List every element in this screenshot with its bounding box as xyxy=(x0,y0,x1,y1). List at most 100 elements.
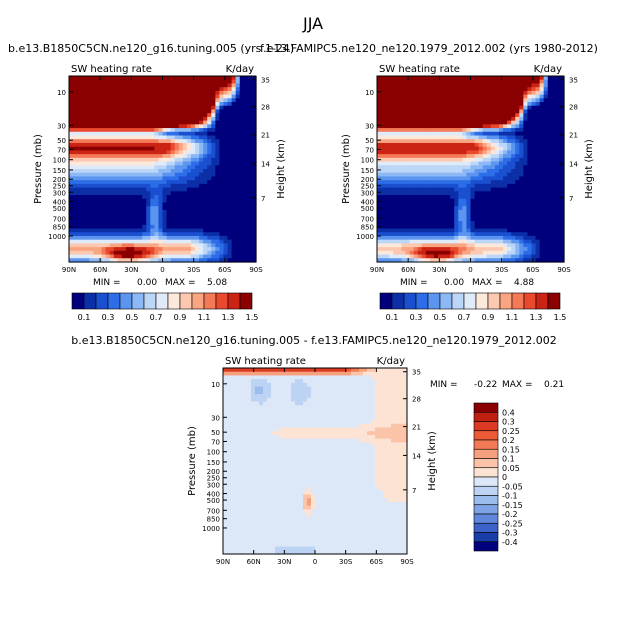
panel-2-field-cell xyxy=(498,243,504,248)
panel-2-field-cell xyxy=(466,195,472,200)
panel-2-field-cell xyxy=(527,154,533,159)
panel-2-colorbar-box xyxy=(403,292,417,310)
panel-1-field-cell xyxy=(89,235,94,241)
panel-1-field-cell xyxy=(134,221,139,226)
panel-2-field-cell xyxy=(409,191,415,196)
panel-2-field-cell xyxy=(437,150,443,155)
panel-3-field-cell xyxy=(319,368,324,373)
panel-2-field-cell xyxy=(547,124,553,129)
panel-2-field-cell xyxy=(543,83,549,88)
panel-3-field-cell xyxy=(359,375,364,380)
panel-2-field-cell xyxy=(551,116,557,122)
panel-1-field-cell xyxy=(146,180,151,185)
panel-2-field-cell xyxy=(507,247,512,252)
panel-2-field-cell xyxy=(385,157,390,163)
panel-2-field-cell xyxy=(478,105,484,111)
panel-2-field-cell xyxy=(397,172,402,178)
panel-2-field-cell xyxy=(523,105,529,111)
panel-2-field-cell xyxy=(555,247,561,252)
panel-2-field-cell xyxy=(462,154,468,159)
panel-1-field-cell xyxy=(251,247,257,252)
panel-2-field-cell xyxy=(494,135,500,140)
panel-1-field-cell xyxy=(223,87,229,92)
panel-1-field-cell xyxy=(105,176,111,181)
panel-2-field-cell xyxy=(381,109,386,114)
panel-1-field-cell xyxy=(93,87,99,92)
panel-2-field-cell xyxy=(503,209,508,215)
panel-1-colorbar-label: 0.5 xyxy=(126,313,139,322)
panel-1-field-cell xyxy=(146,239,151,244)
panel-1-field-cell xyxy=(97,79,103,85)
panel-2-field-cell xyxy=(405,172,411,178)
panel-2-field-cell xyxy=(543,135,549,140)
panel-2-field-cell xyxy=(486,195,492,200)
panel-1-field-cell xyxy=(190,232,196,237)
panel-2-max-label: MAX = xyxy=(472,278,503,288)
panel-2-field-cell xyxy=(421,235,427,241)
panel-1-field-cell xyxy=(134,131,139,137)
panel-2-field-cell xyxy=(503,213,508,218)
panel-2-field-cell xyxy=(417,198,423,204)
panel-3-field-cell xyxy=(307,368,312,373)
panel-1-field-cell xyxy=(117,213,123,218)
panel-1-field-cell xyxy=(158,128,164,133)
panel-2-field-cell xyxy=(393,198,398,204)
panel-3-field-cell xyxy=(371,375,376,380)
panel-2-field-cell xyxy=(539,228,545,233)
panel-2-field-cell xyxy=(421,76,427,81)
panel-2-field-cell xyxy=(446,116,451,122)
panel-1-field-cell xyxy=(162,142,168,148)
panel-1-field-cell xyxy=(207,154,212,159)
panel-1-field-cell xyxy=(211,183,216,189)
panel-1-field-cell xyxy=(223,131,229,137)
panel-2-field-cell xyxy=(494,109,500,114)
panel-1-field-cell xyxy=(121,183,127,189)
panel-2-colorbar-label: 0.1 xyxy=(386,313,399,322)
panel-1-field-cell xyxy=(239,213,245,218)
panel-2-field-cell xyxy=(466,135,472,140)
panel-3-field-cell xyxy=(283,371,288,377)
panel-1-field-cell xyxy=(158,232,164,237)
panel-2-field-cell xyxy=(507,243,512,248)
panel-1-field-cell xyxy=(190,131,196,137)
panel-1-field-cell xyxy=(81,165,86,170)
panel-2-field-cell xyxy=(494,176,500,181)
panel-1-field-cell xyxy=(219,213,225,218)
panel-2-field-cell xyxy=(527,258,533,263)
panel-2-field-cell xyxy=(393,195,398,200)
panel-2-field-cell xyxy=(437,206,443,211)
panel-1-field-cell xyxy=(178,124,184,129)
panel-1-field-cell xyxy=(207,191,212,196)
panel-2-field-cell xyxy=(401,228,407,233)
panel-1-field-cell xyxy=(182,157,188,163)
panel-2-field-cell xyxy=(393,235,398,241)
panel-2-field-cell xyxy=(454,202,459,207)
panel-1-field-cell xyxy=(199,187,204,192)
panel-1-field-cell xyxy=(154,79,160,85)
panel-2-field-cell xyxy=(458,109,463,114)
panel-1-field-cell xyxy=(178,191,184,196)
panel-1-field-cell xyxy=(77,87,82,92)
panel-2-field-cell xyxy=(486,176,492,181)
panel-2-field-cell xyxy=(498,206,504,211)
panel-2-field-cell xyxy=(458,165,463,170)
panel-1-field-cell xyxy=(121,154,127,159)
panel-2-field-cell xyxy=(498,172,504,178)
panel-1-field-cell xyxy=(158,105,164,111)
panel-1-field-cell xyxy=(203,187,208,192)
panel-2-field-cell xyxy=(425,135,431,140)
panel-1-field-cell xyxy=(89,169,94,174)
panel-1-field-cell xyxy=(190,243,196,248)
panel-2-field-cell xyxy=(555,202,561,207)
panel-3-field-cell xyxy=(267,382,272,388)
panel-2-field-cell xyxy=(527,239,533,244)
panel-1-field-cell xyxy=(125,94,131,99)
panel-3-field-cell xyxy=(243,375,248,380)
panel-1-field-cell xyxy=(154,235,160,241)
panel-2-field-cell xyxy=(555,235,561,241)
panel-2-field-cell xyxy=(454,250,459,256)
panel-1-field-cell xyxy=(134,124,139,129)
panel-1-field-cell xyxy=(219,224,225,230)
panel-1-field-cell xyxy=(170,109,176,114)
panel-1-field-cell xyxy=(186,120,192,125)
